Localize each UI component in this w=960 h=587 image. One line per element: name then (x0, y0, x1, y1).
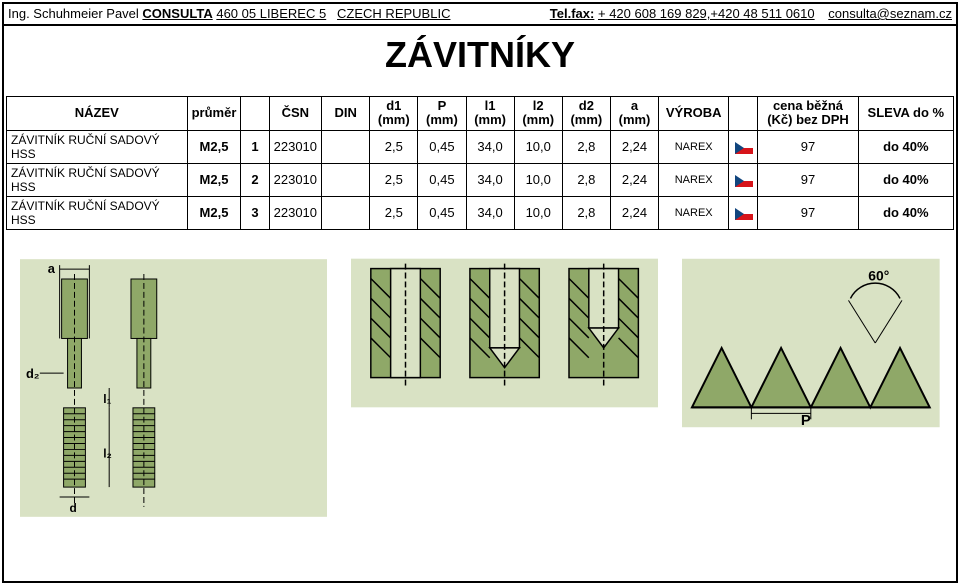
cell-p: 0,45 (418, 163, 466, 196)
cell-flag (729, 163, 758, 196)
cell-set: 1 (241, 130, 269, 163)
cell-p: 0,45 (418, 196, 466, 229)
contact-name: Ing. Schuhmeier Pavel (8, 6, 139, 21)
czech-flag-icon (735, 142, 753, 154)
cell-discount: do 40% (858, 196, 953, 229)
cell-d1: 2,5 (370, 196, 418, 229)
cell-csn: 223010 (269, 163, 322, 196)
cell-a: 2,24 (610, 163, 658, 196)
col-sleva: SLEVA do % (858, 97, 953, 131)
cell-name: ZÁVITNÍK RUČNÍ SADOVÝ HSS (7, 196, 188, 229)
col-flag (729, 97, 758, 131)
svg-text:d₂: d₂ (26, 366, 40, 381)
col-l1: l1 (mm) (466, 97, 514, 131)
col-cena: cena běžná (Kč) bez DPH (758, 97, 858, 131)
fax-number: + 420 608 169 829,+420 48 511 0610 (598, 6, 815, 21)
col-p: P (mm) (418, 97, 466, 131)
cell-name: ZÁVITNÍK RUČNÍ SADOVÝ HSS (7, 130, 188, 163)
cell-set: 2 (241, 163, 269, 196)
header-right: Tel.fax: + 420 608 169 829,+420 48 511 0… (546, 4, 956, 24)
table-row: ZÁVITNÍK RUČNÍ SADOVÝ HSSM2,53223010 2,50… (7, 196, 954, 229)
country: CZECH REPUBLIC (337, 6, 450, 21)
company-name: CONSULTA (142, 6, 212, 21)
table-row: ZÁVITNÍK RUČNÍ SADOVÝ HSSM2,51223010 2,50… (7, 130, 954, 163)
col-prumer: průměr (187, 97, 241, 131)
cell-csn: 223010 (269, 196, 322, 229)
cell-name: ZÁVITNÍK RUČNÍ SADOVÝ HSS (7, 163, 188, 196)
svg-text:a: a (48, 261, 56, 276)
fax-label: Tel.fax: (550, 6, 595, 21)
page-title: ZÁVITNÍKY (4, 26, 956, 96)
table-container: NÁZEV průměr ČSN DIN d1 (mm) P (mm) l1 (… (4, 96, 956, 230)
cell-a: 2,24 (610, 196, 658, 229)
cell-price: 97 (758, 130, 858, 163)
cell-l2: 10,0 (514, 130, 562, 163)
cell-maker: NAREX (659, 163, 729, 196)
cell-d2: 2,8 (562, 163, 610, 196)
cell-l2: 10,0 (514, 196, 562, 229)
cell-maker: NAREX (659, 130, 729, 163)
cell-price: 97 (758, 196, 858, 229)
cell-spec: M2,5 (187, 163, 241, 196)
table-header-row: NÁZEV průměr ČSN DIN d1 (mm) P (mm) l1 (… (7, 97, 954, 131)
header-row: Ing. Schuhmeier Pavel CONSULTA 460 05 LI… (4, 4, 956, 26)
header-left: Ing. Schuhmeier Pavel CONSULTA 460 05 LI… (4, 4, 454, 24)
col-csn: ČSN (269, 97, 322, 131)
diagrams-row: a d₂ (4, 230, 956, 518)
email-link[interactable]: consulta@seznam.cz (818, 6, 952, 21)
cell-discount: do 40% (858, 130, 953, 163)
col-vyroba: VÝROBA (659, 97, 729, 131)
cell-d1: 2,5 (370, 130, 418, 163)
cell-spec: M2,5 (187, 130, 241, 163)
col-a: a (mm) (610, 97, 658, 131)
cell-flag (729, 196, 758, 229)
cell-d1: 2,5 (370, 163, 418, 196)
cell-set: 3 (241, 196, 269, 229)
cell-flag (729, 130, 758, 163)
products-table: NÁZEV průměr ČSN DIN d1 (mm) P (mm) l1 (… (6, 96, 954, 230)
cell-din (322, 196, 370, 229)
cell-d2: 2,8 (562, 196, 610, 229)
holes-diagram (351, 258, 658, 408)
cell-price: 97 (758, 163, 858, 196)
cell-p: 0,45 (418, 130, 466, 163)
svg-text:60°: 60° (869, 267, 890, 283)
col-d2: d2 (mm) (562, 97, 610, 131)
table-row: ZÁVITNÍK RUČNÍ SADOVÝ HSSM2,52223010 2,50… (7, 163, 954, 196)
col-set (241, 97, 269, 131)
cell-a: 2,24 (610, 130, 658, 163)
cell-discount: do 40% (858, 163, 953, 196)
cell-l1: 34,0 (466, 130, 514, 163)
svg-text:l₁: l₁ (103, 391, 111, 405)
cell-csn: 223010 (269, 130, 322, 163)
col-nazev: NÁZEV (7, 97, 188, 131)
col-l2: l2 (mm) (514, 97, 562, 131)
cell-din (322, 130, 370, 163)
czech-flag-icon (735, 208, 753, 220)
cell-spec: M2,5 (187, 196, 241, 229)
tap-diagram: a d₂ (20, 258, 327, 518)
cell-d2: 2,8 (562, 130, 610, 163)
cell-l1: 34,0 (466, 196, 514, 229)
svg-text:l₂: l₂ (103, 446, 112, 460)
svg-text:d: d (70, 500, 77, 514)
cell-maker: NAREX (659, 196, 729, 229)
cell-din (322, 163, 370, 196)
cell-l2: 10,0 (514, 163, 562, 196)
col-d1: d1 (mm) (370, 97, 418, 131)
cell-l1: 34,0 (466, 163, 514, 196)
address: 460 05 LIBEREC 5 (216, 6, 326, 21)
thread-profile-diagram: 60° P (682, 258, 940, 428)
page-frame: Ing. Schuhmeier Pavel CONSULTA 460 05 LI… (2, 2, 958, 583)
czech-flag-icon (735, 175, 753, 187)
svg-text:P: P (801, 413, 811, 428)
col-din: DIN (322, 97, 370, 131)
